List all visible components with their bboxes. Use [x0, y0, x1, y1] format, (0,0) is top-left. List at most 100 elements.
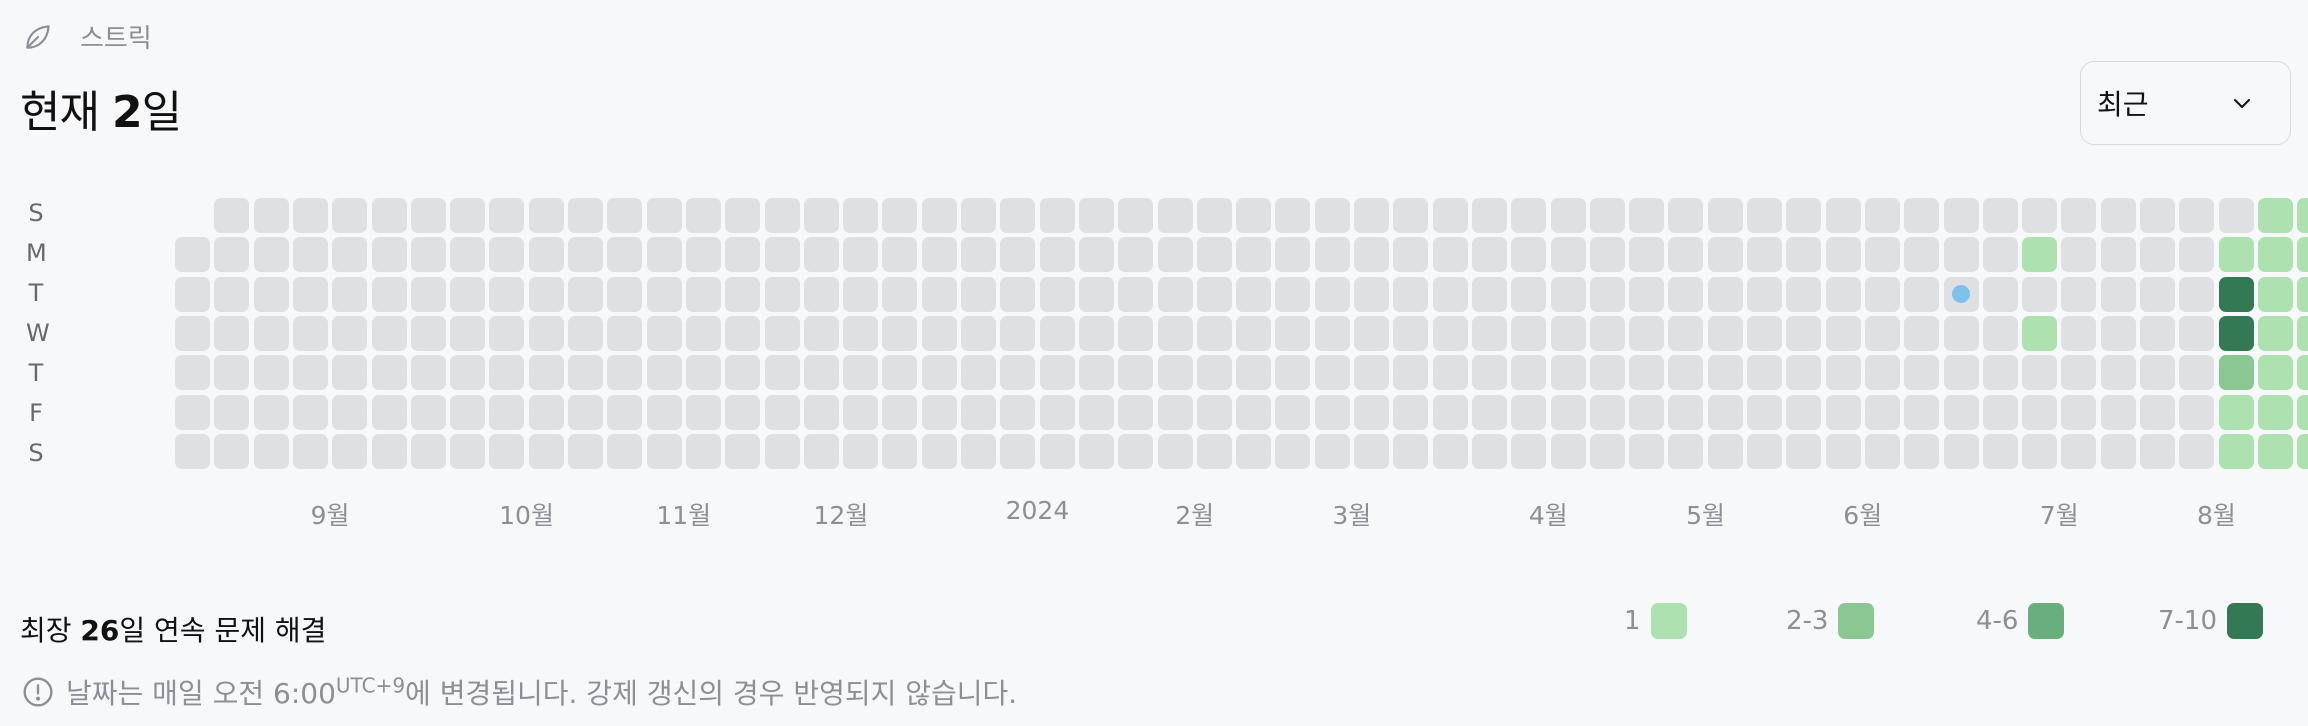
- day-cell[interactable]: [1471, 276, 1507, 312]
- day-cell[interactable]: [2218, 198, 2254, 233]
- day-cell[interactable]: [725, 276, 761, 312]
- day-cell[interactable]: [1236, 198, 1272, 233]
- day-cell[interactable]: [2061, 394, 2097, 430]
- day-cell[interactable]: [2061, 355, 2097, 391]
- day-cell[interactable]: [1904, 276, 1940, 312]
- day-cell[interactable]: [1354, 315, 1389, 351]
- day-cell[interactable]: [1786, 394, 1822, 430]
- day-cell[interactable]: [1432, 355, 1468, 391]
- day-cell[interactable]: [882, 276, 918, 312]
- day-cell[interactable]: [1786, 237, 1822, 273]
- day-cell[interactable]: [1550, 433, 1586, 469]
- day-cell[interactable]: [1275, 198, 1311, 233]
- day-cell[interactable]: [1432, 276, 1468, 312]
- day-cell[interactable]: [685, 237, 721, 273]
- day-cell[interactable]: [214, 355, 250, 391]
- day-cell[interactable]: [1236, 433, 1272, 469]
- day-cell[interactable]: [1236, 394, 1272, 430]
- day-cell[interactable]: [1550, 237, 1586, 273]
- day-cell[interactable]: [214, 315, 250, 351]
- day-cell[interactable]: [1943, 198, 1979, 233]
- day-cell[interactable]: [489, 433, 525, 469]
- day-cell[interactable]: [292, 315, 328, 351]
- day-cell[interactable]: [253, 237, 289, 273]
- day-cell[interactable]: [1550, 355, 1586, 391]
- day-cell[interactable]: [1471, 355, 1507, 391]
- day-cell[interactable]: [1000, 394, 1036, 430]
- day-cell[interactable]: [1118, 433, 1154, 469]
- day-cell[interactable]: [1943, 433, 1979, 469]
- day-cell[interactable]: [214, 276, 250, 312]
- day-cell[interactable]: [1825, 433, 1861, 469]
- day-cell[interactable]: [1196, 433, 1232, 469]
- day-cell[interactable]: [1354, 198, 1389, 233]
- day-cell[interactable]: [2297, 433, 2308, 469]
- day-cell[interactable]: [371, 315, 407, 351]
- day-cell[interactable]: [1354, 355, 1389, 391]
- day-cell[interactable]: [489, 355, 525, 391]
- day-cell[interactable]: [2140, 394, 2175, 430]
- day-cell[interactable]: [961, 355, 996, 391]
- day-cell[interactable]: [1118, 276, 1154, 312]
- day-cell[interactable]: [332, 237, 368, 273]
- day-cell[interactable]: [1747, 315, 1782, 351]
- day-cell[interactable]: [1904, 198, 1940, 233]
- day-cell[interactable]: [1000, 198, 1036, 233]
- day-cell[interactable]: [882, 355, 918, 391]
- day-cell[interactable]: [607, 198, 643, 233]
- day-cell[interactable]: [1511, 198, 1547, 233]
- day-cell[interactable]: [1943, 315, 1979, 351]
- day-cell[interactable]: [646, 315, 682, 351]
- day-cell[interactable]: [2022, 237, 2058, 273]
- day-cell[interactable]: [1550, 198, 1586, 233]
- day-cell[interactable]: [371, 394, 407, 430]
- day-cell[interactable]: [764, 276, 800, 312]
- day-cell[interactable]: [1039, 276, 1075, 312]
- day-cell[interactable]: [175, 276, 210, 312]
- day-cell[interactable]: [292, 355, 328, 391]
- day-cell[interactable]: [843, 433, 879, 469]
- day-cell[interactable]: [1078, 198, 1114, 233]
- day-cell[interactable]: [1039, 315, 1075, 351]
- day-cell[interactable]: [1511, 355, 1547, 391]
- day-cell[interactable]: [921, 198, 957, 233]
- day-cell[interactable]: [1629, 433, 1665, 469]
- day-cell[interactable]: [1864, 276, 1900, 312]
- day-cell[interactable]: [725, 198, 761, 233]
- day-cell[interactable]: [646, 355, 682, 391]
- day-cell[interactable]: [1314, 394, 1350, 430]
- day-cell[interactable]: [2297, 394, 2308, 430]
- day-cell[interactable]: [1825, 237, 1861, 273]
- day-cell[interactable]: [1078, 276, 1114, 312]
- day-cell[interactable]: [1000, 433, 1036, 469]
- day-cell[interactable]: [1982, 237, 2018, 273]
- day-cell[interactable]: [1864, 237, 1900, 273]
- day-cell[interactable]: [175, 433, 210, 469]
- day-cell[interactable]: [214, 433, 250, 469]
- day-cell[interactable]: [253, 315, 289, 351]
- day-cell[interactable]: [1196, 394, 1232, 430]
- day-cell[interactable]: [1589, 315, 1625, 351]
- day-cell[interactable]: [843, 355, 879, 391]
- day-cell[interactable]: [843, 394, 879, 430]
- day-cell[interactable]: [410, 355, 446, 391]
- day-cell[interactable]: [2297, 315, 2308, 351]
- day-cell[interactable]: [2100, 276, 2136, 312]
- day-cell[interactable]: [961, 433, 996, 469]
- day-cell[interactable]: [1196, 355, 1232, 391]
- day-cell[interactable]: [1354, 394, 1389, 430]
- day-cell[interactable]: [2257, 237, 2293, 273]
- day-cell[interactable]: [450, 237, 486, 273]
- day-cell[interactable]: [921, 433, 957, 469]
- day-cell[interactable]: [528, 394, 564, 430]
- day-cell[interactable]: [961, 276, 996, 312]
- day-cell[interactable]: [1078, 315, 1114, 351]
- day-cell[interactable]: [371, 433, 407, 469]
- day-cell[interactable]: [961, 315, 996, 351]
- day-cell[interactable]: [1589, 394, 1625, 430]
- day-cell[interactable]: [1864, 198, 1900, 233]
- day-cell[interactable]: [1668, 315, 1704, 351]
- day-cell[interactable]: [1550, 315, 1586, 351]
- day-cell[interactable]: [332, 198, 368, 233]
- day-cell[interactable]: [1747, 276, 1782, 312]
